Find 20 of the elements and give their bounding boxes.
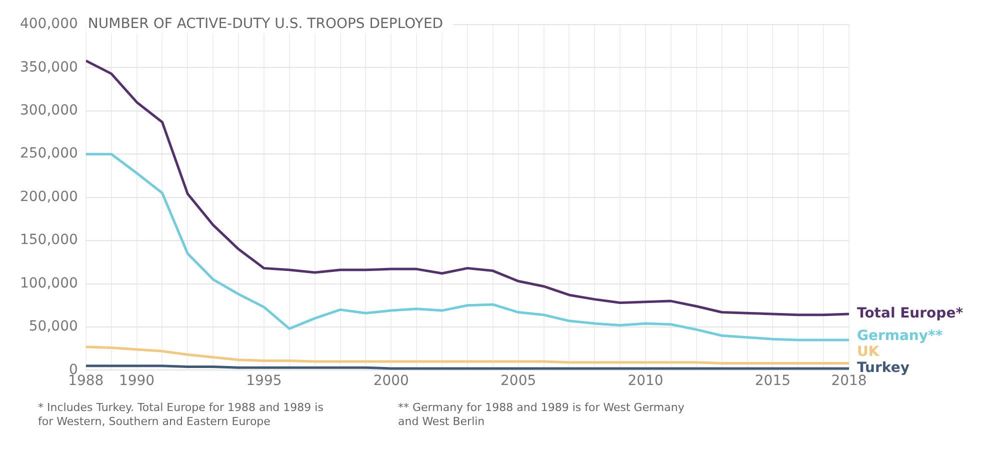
chart-title: NUMBER OF ACTIVE-DUTY U.S. TROOPS DEPLOYED [88,16,444,32]
x-tick-label: 2015 [754,373,791,390]
x-tick-label: 1995 [246,373,282,390]
x-tick-label: 1990 [118,373,155,390]
y-tick-label: 350,000 [20,59,78,76]
x-tick-label: 2010 [628,373,664,390]
series-label: UK [857,344,880,360]
y-tick-label: 50,000 [28,318,78,335]
y-tick-label: 150,000 [20,232,78,248]
y-tick-label: 300,000 [20,102,78,118]
x-tick-label: 2005 [500,373,536,390]
y-tick-label: 100,000 [20,275,78,292]
series-label: Total Europe* [857,306,964,322]
y-tick-label: 200,000 [20,188,78,205]
y-tick-label: 400,000 [20,16,78,32]
x-tick-label: 2000 [373,373,409,390]
text: ** Germany for 1988 and 1989 is for West Germany and West Berlin [398,401,686,429]
y-tick-label: 250,000 [20,146,78,162]
series-label: Germany** [857,328,944,344]
text: * Includes Turkey. Total Europe for 1988 and 1989 is for Western, Southern and Eastern Europe [38,401,324,429]
